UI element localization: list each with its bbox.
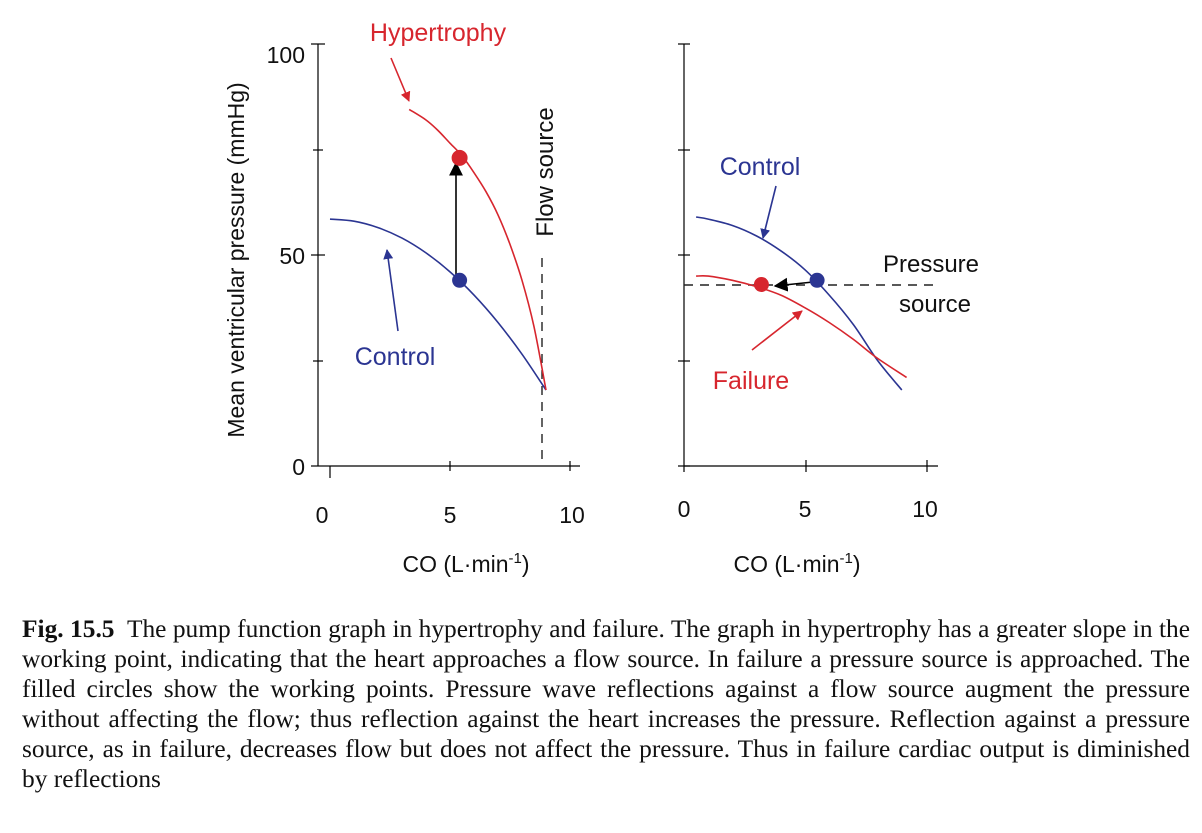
left-y-ticks xyxy=(311,43,325,467)
right-x-tick-label: 5 xyxy=(799,496,812,522)
right-x-axis-label: CO (L·min-1) xyxy=(733,550,860,577)
figure-caption: Fig. 15.5 The pump function graph in hyp… xyxy=(22,614,1190,794)
left-control-annotation: Control xyxy=(355,343,436,371)
left-hypertrophy-curve xyxy=(408,108,547,391)
left-panel: 100 50 0 0 5 10 Mean ventricular pressur… xyxy=(223,19,585,577)
flow-source-label: Flow source xyxy=(532,107,559,236)
left-x-tick-label: 10 xyxy=(559,502,585,528)
pump-function-figure: 100 50 0 0 5 10 Mean ventricular pressur… xyxy=(223,19,979,577)
left-x-ticks xyxy=(329,461,571,478)
hypertrophy-pointer-arrow xyxy=(390,57,411,102)
pressure-source-label-line2: source xyxy=(899,291,971,318)
failure-annotation: Failure xyxy=(713,367,789,395)
left-control-curve xyxy=(329,218,547,391)
right-x-tick-label: 0 xyxy=(678,496,691,522)
right-failure-curve xyxy=(696,274,908,379)
left-x-tick-label: 5 xyxy=(444,502,457,528)
left-hypertrophy-working-point xyxy=(451,149,468,166)
left-y-tick-label: 100 xyxy=(267,42,305,68)
right-panel: 0 5 10 CO (L·min-1) Pressure source Cont… xyxy=(678,43,979,577)
right-x-ticks xyxy=(683,460,928,472)
left-x-tick-label: 0 xyxy=(316,502,329,528)
right-control-working-point xyxy=(809,272,825,288)
left-x-axis-label: CO (L·min-1) xyxy=(402,550,529,577)
hypertrophy-annotation: Hypertrophy xyxy=(370,19,507,47)
left-y-tick-label: 0 xyxy=(292,454,305,480)
left-y-tick-label: 50 xyxy=(279,243,305,269)
right-control-annotation: Control xyxy=(720,153,801,181)
right-failure-working-point xyxy=(753,277,769,292)
left-y-axis-label: Mean ventricular pressure (mmHg) xyxy=(223,82,249,437)
right-control-curve xyxy=(695,216,903,391)
right-x-tick-label: 10 xyxy=(912,496,938,522)
left-control-pointer-arrow xyxy=(383,249,399,332)
pressure-source-label-line1: Pressure xyxy=(883,251,979,278)
caption-label: Fig. 15.5 xyxy=(22,615,115,643)
left-control-working-point xyxy=(452,272,468,288)
caption-text: The pump function graph in hypertrophy a… xyxy=(22,615,1190,793)
right-shift-arrow xyxy=(773,277,814,292)
failure-pointer-arrow xyxy=(751,310,803,351)
right-control-pointer-arrow xyxy=(760,185,777,239)
